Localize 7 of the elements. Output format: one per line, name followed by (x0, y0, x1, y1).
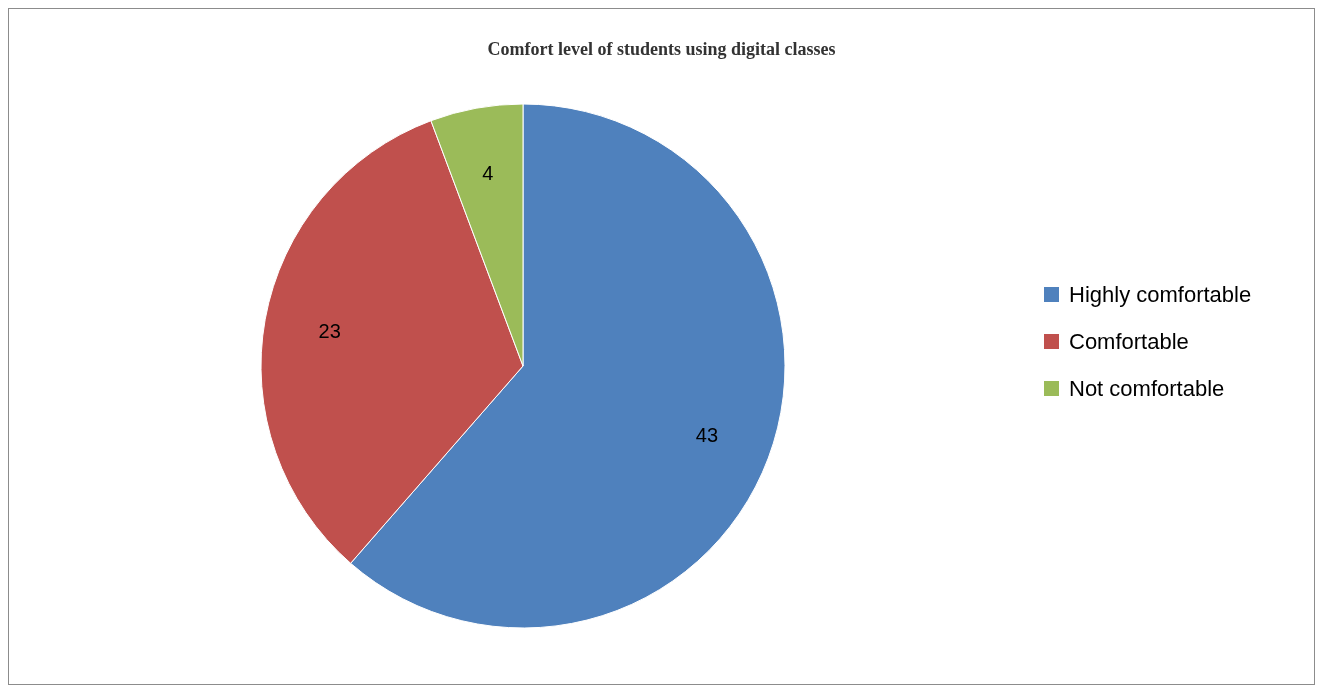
data-label: 4 (482, 161, 494, 184)
legend-label: Not comfortable (1069, 375, 1225, 402)
data-label: 23 (318, 319, 341, 342)
chart-title: Comfort level of students using digital classes (486, 39, 837, 60)
data-label: 43 (695, 424, 719, 447)
legend-label: Comfortable (1069, 328, 1189, 355)
legend-label: Highly comfortable (1069, 281, 1252, 308)
